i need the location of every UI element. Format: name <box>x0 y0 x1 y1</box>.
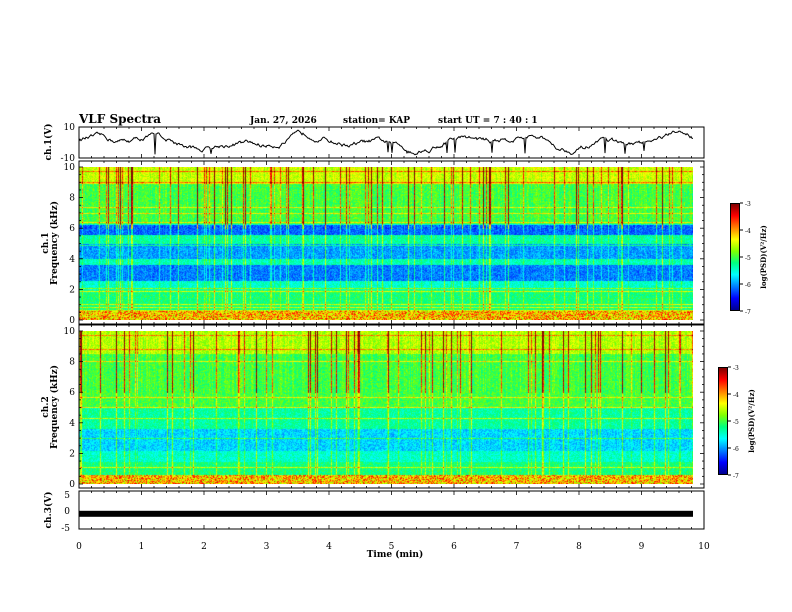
ch1-waveform-panel: 10 -10 ch.1(V) <box>43 123 705 164</box>
ch1-colorbar-gradient <box>730 203 740 311</box>
ch2-colorbar-gradient <box>718 367 728 475</box>
colorbar-tick-label: -4 <box>733 392 739 399</box>
ch2-colorbar: -3 -4 -5 -6 -7 log(PSD)(V²/Hz) <box>718 365 756 480</box>
ch3-waveform-ticks <box>78 491 705 529</box>
ch1-ytick-bottom: -10 <box>61 154 76 164</box>
time-tick-label: 10 <box>698 542 710 552</box>
time-tick-label: 7 <box>514 542 520 552</box>
ch3-waveform-ylabel: ch.3(V) <box>43 492 54 529</box>
colorbar-tick-label: -7 <box>733 473 739 480</box>
y-tick-label: 0 <box>69 316 75 326</box>
time-axis-ticklabels: 0 1 2 3 4 5 6 7 8 9 10 <box>76 542 710 552</box>
colorbar-tick-label: -3 <box>733 365 739 372</box>
time-tick-label: 1 <box>139 542 145 552</box>
ch1-colorbar-ticks: -3 -4 -5 -6 -7 <box>740 201 751 316</box>
ch3-waveform-frame <box>78 490 705 530</box>
ch2-spectrogram-panel: 0 2 4 6 8 10 ch.2 Frequency (kHz) <box>41 324 705 490</box>
ch3-ytick-top: 5 <box>64 491 70 501</box>
ch3-ytick-bottom: -5 <box>61 524 70 534</box>
ch1-ytick-top: 10 <box>64 123 76 133</box>
ch3-ytick-mid: 0 <box>64 507 70 517</box>
colorbar-tick-label: -6 <box>733 446 739 453</box>
colorbar-tick-label: -4 <box>745 228 751 235</box>
y-tick-label: 8 <box>69 194 75 204</box>
y-tick-label: 6 <box>69 388 75 398</box>
ch1-spectrogram-panel: 0 2 4 6 8 10 ch.1 Frequency (kHz) <box>41 160 705 326</box>
time-tick-label: 9 <box>639 542 645 552</box>
time-tick-label: 0 <box>76 542 82 552</box>
colorbar-tick-label: -7 <box>745 309 751 316</box>
time-tick-label: 6 <box>451 542 457 552</box>
y-tick-label: 0 <box>69 480 75 490</box>
ch1-colorbar-label: log(PSD)(V²/Hz) <box>759 225 768 289</box>
ch2-spectrogram-yticks: 0 2 4 6 8 10 <box>64 327 704 490</box>
ch1-colorbar: -3 -4 -5 -6 -7 log(PSD)(V²/Hz) <box>730 201 768 316</box>
figure-title: VLF Spectra <box>78 112 161 126</box>
time-tick-label: 3 <box>264 542 270 552</box>
ch2-spectrogram-image <box>79 331 693 484</box>
colorbar-tick-label: -5 <box>733 419 739 426</box>
y-tick-label: 2 <box>69 449 75 459</box>
y-tick-label: 10 <box>64 327 76 337</box>
ch1-spectrogram-ylabel: Frequency (kHz) <box>49 201 60 285</box>
y-tick-label: 10 <box>64 163 76 173</box>
ch1-spectrogram-xticks <box>78 161 705 324</box>
time-tick-label: 8 <box>576 542 582 552</box>
y-tick-label: 2 <box>69 285 75 295</box>
colorbar-tick-label: -6 <box>745 282 751 289</box>
ch2-spectrogram-ylabel: Frequency (kHz) <box>49 365 60 449</box>
ch1-spectrogram-yticks: 0 2 4 6 8 10 <box>64 163 704 326</box>
start-time-label: start UT = 7 : 40 : 1 <box>438 116 538 126</box>
date-label: Jan. 27, 2026 <box>249 116 317 126</box>
ch2-spectrogram-channel-label: ch.2 <box>41 396 51 417</box>
colorbar-tick-label: -3 <box>745 201 751 208</box>
time-axis-label: Time (min) <box>367 549 424 560</box>
ch3-waveform-panel: 5 0 -5 ch.3(V) <box>43 490 705 534</box>
ch1-waveform-ylabel: ch.1(V) <box>43 124 54 161</box>
ch1-spectrogram-image <box>79 167 693 320</box>
y-tick-label: 6 <box>69 224 75 234</box>
time-tick-label: 5 <box>389 542 395 552</box>
station-label: station= KAP <box>343 116 410 126</box>
ch1-spectrogram-channel-label: ch.1 <box>41 232 51 253</box>
ch3-waveform-trace <box>79 510 693 517</box>
y-tick-label: 8 <box>69 358 75 368</box>
colorbar-tick-label: -5 <box>745 255 751 262</box>
ch1-waveform-frame <box>78 126 705 159</box>
ch1-waveform-ticks <box>78 127 705 158</box>
y-tick-label: 4 <box>69 255 75 265</box>
ch1-waveform-line <box>78 129 694 156</box>
time-tick-label: 2 <box>201 542 207 552</box>
ch2-colorbar-label: log(PSD)(V²/Hz) <box>747 389 756 453</box>
time-tick-label: 4 <box>326 542 332 552</box>
ch2-spectrogram-xticks <box>78 325 705 488</box>
ch2-colorbar-ticks: -3 -4 -5 -6 -7 <box>728 365 739 480</box>
y-tick-label: 4 <box>69 419 75 429</box>
